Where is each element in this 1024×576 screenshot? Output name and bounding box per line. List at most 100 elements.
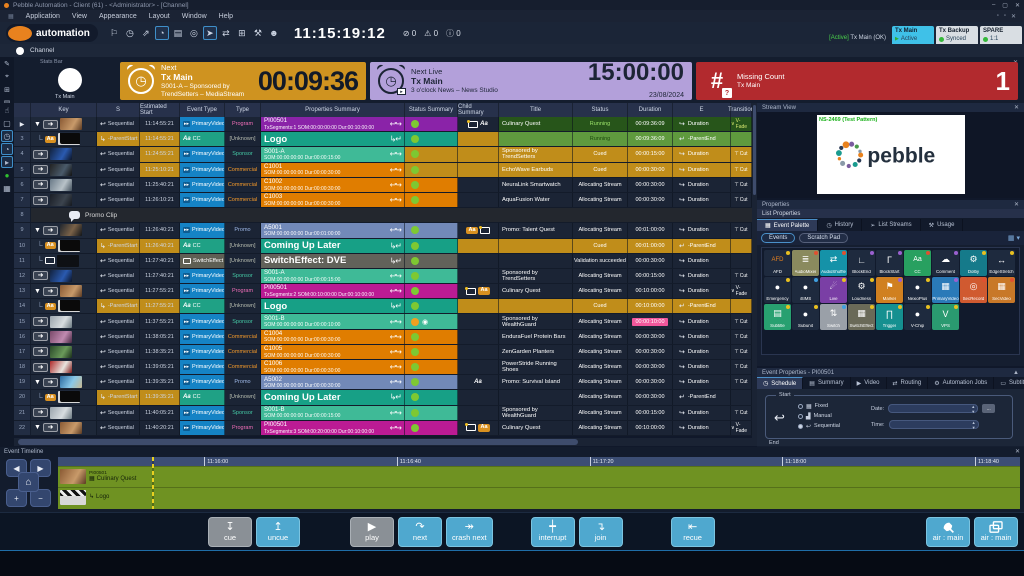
expand-caret-icon[interactable]: ▼ bbox=[34, 424, 41, 432]
horizontal-scrollbar[interactable] bbox=[14, 438, 752, 446]
menu-item-application[interactable]: Application bbox=[25, 12, 60, 20]
playlist-row[interactable]: 8 Promo Clip bbox=[14, 208, 752, 224]
properties-close-icon[interactable]: ✕ bbox=[1013, 202, 1019, 208]
palette-item-secrecord[interactable]: ◎ SecRecord bbox=[960, 277, 987, 303]
palette-item-switch[interactable]: ⇅ Switch bbox=[820, 304, 847, 330]
palette-item-dolby[interactable]: ⚙ Dolby bbox=[960, 250, 987, 276]
media-send-icon[interactable]: ⇗ bbox=[142, 27, 150, 38]
timeline-zoom-out-button[interactable]: − bbox=[30, 489, 51, 507]
playlist-row[interactable]: 9 ▼ ➜ ↩ Sequential 11:26:40:21 ▸▸ PrimaryVideo P… bbox=[14, 223, 752, 239]
playlist-row[interactable]: 20 └ Aa ↳ -ParentStart 11:39:35:21 Aa CC [Unknow… bbox=[14, 390, 752, 406]
palette-item-emergency[interactable]: ● Emergency bbox=[764, 277, 791, 303]
palette-item-loudness[interactable]: ⚙ Loudness bbox=[848, 277, 875, 303]
transport-cue-button[interactable]: ↧ cue bbox=[208, 516, 252, 547]
tools-icon[interactable]: ⚒ bbox=[253, 27, 262, 38]
left-rail-icon-4[interactable]: ▸ bbox=[1, 156, 13, 168]
transport-uncue-button[interactable]: ↥ uncue bbox=[256, 516, 300, 547]
column-header-e[interactable]: E bbox=[673, 103, 731, 117]
playlist-row[interactable]: 14 └ Aa ↳ -ParentStart 11:27:55:21 Aa CC [Unknow… bbox=[14, 299, 752, 315]
swap-icon[interactable]: ⇄ bbox=[222, 27, 230, 38]
transport-crash-next-button[interactable]: ↠ crash next bbox=[446, 516, 493, 547]
transport-air---main-button[interactable]: air : main bbox=[974, 516, 1018, 547]
playlist-row[interactable]: 13 ▼ ➜ ↩ Sequential 11:27:55:21 ▸▸ PrimaryVideo… bbox=[14, 284, 752, 300]
clock-icon[interactable]: ◷ bbox=[125, 27, 134, 38]
filter-button-scratch-pad[interactable]: Scratch Pad bbox=[799, 233, 849, 243]
transport-next-button[interactable]: ↷ next bbox=[398, 516, 442, 547]
menu-item-help[interactable]: Help bbox=[218, 12, 234, 20]
stats-rail-icon-2[interactable]: ⊞ bbox=[4, 87, 10, 94]
playlist-row[interactable]: 3 └ Aa ↳ -ParentStart 11:14:55:21 Aa CC [Unknown… bbox=[14, 132, 752, 148]
channel-tab[interactable]: Channel bbox=[30, 47, 55, 54]
timeline-event-culinary-quest[interactable]: PI00501 ▦ Culinary Quest bbox=[58, 466, 1020, 486]
close-button[interactable]: ✕ bbox=[1014, 2, 1020, 9]
alarm-icon[interactable]: ◔ bbox=[154, 26, 169, 40]
redundancy-button-spare[interactable]: SPARE 1:1 bbox=[980, 26, 1022, 47]
palette-item-cc[interactable]: Aa CC bbox=[904, 250, 931, 276]
playlist-row[interactable]: 19 ▼ ➜ ↩ Sequential 11:39:35:21 ▸▸ PrimaryVideo… bbox=[14, 375, 752, 391]
tab-list-streams[interactable]: ➢ List Streams bbox=[862, 219, 921, 231]
column-header-duration[interactable]: Duration bbox=[628, 103, 673, 117]
menu-item-layout[interactable]: Layout bbox=[148, 12, 170, 20]
date-input[interactable]: ▲ ▼ bbox=[888, 404, 979, 413]
transport-recue-button[interactable]: ⇤ recue bbox=[670, 516, 715, 547]
column-header-title[interactable]: Title bbox=[499, 103, 573, 117]
palette-item-secvideo[interactable]: ▦ SecVideo bbox=[988, 277, 1015, 303]
column-header-child-summary[interactable]: Child Summary bbox=[458, 103, 499, 117]
stats-rail-icon-1[interactable]: ⌖ bbox=[5, 73, 9, 80]
transport-play-button[interactable]: ▶ play bbox=[350, 516, 394, 547]
palette-item-isims[interactable]: ● iSIMS bbox=[792, 277, 819, 303]
minimize-button[interactable]: – bbox=[991, 1, 996, 8]
palette-item-trigger[interactable]: ∏ Trigger bbox=[876, 304, 903, 330]
user-icon[interactable]: ☻ bbox=[269, 28, 279, 38]
timeline-event-logo[interactable]: ↳ Logo bbox=[58, 487, 1020, 507]
tab-usage[interactable]: ⚒ Usage bbox=[921, 219, 964, 231]
playlist-row[interactable]: 10 └ Aa ↳ -ParentStart 11:26:40:21 Aa CC [Unknow… bbox=[14, 238, 752, 254]
redundancy-button-tx-main[interactable]: Tx Main ▶ Active bbox=[892, 26, 934, 47]
playlist-row[interactable]: 17 ➜ ↩ Sequential 11:38:35:21 ▸▸ PrimaryVideo C… bbox=[14, 344, 752, 360]
column-header-properties-summary[interactable]: Properties Summary bbox=[261, 103, 405, 117]
playlist-row[interactable]: 15 ➜ ↩ Sequential 11:37:55:21 ▸▸ PrimaryVideo S… bbox=[14, 314, 752, 330]
playlist-row[interactable]: 21 ➜ ↩ Sequential 11:40:05:21 ▸▸ PrimaryVideo S… bbox=[14, 405, 752, 421]
list-icon[interactable]: ▤ bbox=[173, 27, 183, 38]
palette-item-comment[interactable]: ☁ Comment bbox=[932, 250, 959, 276]
event-tab-video[interactable]: ▶ Video bbox=[851, 377, 887, 389]
playlist-row[interactable]: 7 ➜ ↩ Sequential 11:26:10:21 ▸▸ PrimaryVideo Co… bbox=[14, 192, 752, 209]
playlist-row[interactable]: 5 ➜ ↩ Sequential 11:25:10:21 ▸▸ PrimaryVideo Co… bbox=[14, 162, 752, 178]
stream-view-close-icon[interactable]: ✕ bbox=[1013, 105, 1019, 111]
copy-icon[interactable]: ⊞ bbox=[238, 27, 246, 38]
playlist-row[interactable]: 18 ➜ ↩ Sequential 11:39:05:21 ▸▸ PrimaryVideo C… bbox=[14, 360, 752, 376]
palette-item-blockstart[interactable]: Γ BlockStart bbox=[876, 250, 903, 276]
timeline-close-icon[interactable]: ✕ bbox=[1014, 449, 1020, 455]
palette-item-afd[interactable]: AFD AFD bbox=[764, 250, 791, 276]
event-tab-summary[interactable]: ▤ Summary bbox=[803, 377, 851, 389]
palette-item-vps[interactable]: V VPS bbox=[932, 304, 959, 330]
playlist-row[interactable]: 4 ➜ ↩ Sequential 11:24:55:21 ▸▸ PrimaryVideo Sp… bbox=[14, 147, 752, 163]
left-rail-icon-2[interactable]: ◷ bbox=[1, 130, 13, 142]
expand-caret-icon[interactable]: ▼ bbox=[34, 378, 41, 386]
event-tab-routing[interactable]: ⇄ Routing bbox=[887, 377, 929, 389]
timeline-zoom-in-button[interactable]: + bbox=[6, 489, 27, 507]
playlist-row[interactable]: 12 ➜ ↩ Sequential 11:27:40:21 ▸▸ PrimaryVideo S… bbox=[14, 268, 752, 285]
event-properties-collapse-icon[interactable]: ▲ bbox=[1013, 369, 1019, 376]
vertical-scrollbar[interactable] bbox=[752, 103, 757, 446]
expand-caret-icon[interactable]: ▼ bbox=[34, 226, 41, 234]
redundancy-button-tx-backup[interactable]: Tx Backup Synced bbox=[936, 26, 978, 47]
playlist-row[interactable]: 22 ▼ ➜ ↩ Sequential 11:40:20:21 ▸▸ PrimaryVideo… bbox=[14, 420, 752, 436]
bell-icon[interactable]: ◎ bbox=[189, 27, 198, 38]
event-tab-automation-jobs[interactable]: ⚙ Automation Jobs bbox=[928, 377, 995, 389]
transport-air---main-button[interactable]: air : main bbox=[926, 516, 970, 547]
left-rail-icon-5[interactable]: ● bbox=[4, 170, 10, 180]
event-tab-subtit[interactable]: ▭ Subtit bbox=[994, 377, 1024, 389]
menu-item-window[interactable]: Window bbox=[181, 12, 207, 20]
palette-item-marker[interactable]: ⚑ Marker bbox=[876, 277, 903, 303]
expand-caret-icon[interactable]: ▼ bbox=[34, 287, 41, 295]
playlist-row[interactable]: 6 ➜ ↩ Sequential 11:25:40:21 ▸▸ PrimaryVideo Co… bbox=[14, 177, 752, 193]
column-header-status[interactable]: Status bbox=[573, 103, 628, 117]
tab-history[interactable]: ◷ History bbox=[818, 219, 863, 231]
playlist-row[interactable]: ▶ ▼ ➜ ↩ Sequential 11:14:55:21 ▸▸ PrimaryVideo P… bbox=[14, 117, 752, 133]
palette-item-v-chip[interactable]: ● V-Chip bbox=[904, 304, 931, 330]
column-header-transition[interactable]: Transition bbox=[728, 103, 754, 117]
column-header-event-type[interactable]: Event Type bbox=[180, 103, 225, 117]
column-header-key[interactable]: Key bbox=[31, 103, 97, 117]
cursor-icon[interactable]: ➤ bbox=[202, 26, 217, 40]
